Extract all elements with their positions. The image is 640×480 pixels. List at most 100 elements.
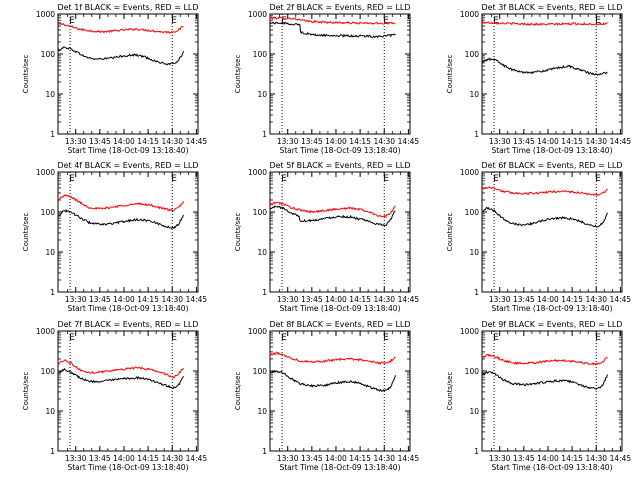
y-tick-label: 1000 xyxy=(36,327,55,336)
event-marker-label: E xyxy=(171,174,177,184)
x-tick-label: 13:30 xyxy=(65,295,87,304)
events-series-line xyxy=(269,21,396,39)
x-axis-label: Start Time (18-Oct-09 13:18:40) xyxy=(279,463,400,472)
x-axis-label: Start Time (18-Oct-09 13:18:40) xyxy=(67,463,188,472)
plot-frame xyxy=(269,171,411,293)
x-axis-label: Start Time (18-Oct-09 13:18:40) xyxy=(491,463,612,472)
events-series-line xyxy=(481,371,608,390)
x-tick-label: 14:45 xyxy=(398,454,420,463)
y-tick-label: 1000 xyxy=(460,10,479,19)
y-tick-label: 10 xyxy=(469,407,479,416)
plot-frame xyxy=(481,171,623,293)
panel-title: Det 1f BLACK = Events, RED = LLD xyxy=(57,3,198,12)
y-tick-label: 1000 xyxy=(248,327,267,336)
panel-2: Det 2f BLACK = Events, RED = LLD 1 10 100 10… xyxy=(234,3,419,155)
y-tick-label: 1 xyxy=(50,130,55,139)
events-series-line xyxy=(57,46,184,66)
plot-frame xyxy=(481,330,623,452)
x-tick-label: 13:30 xyxy=(277,454,299,463)
x-tick-label: 14:45 xyxy=(398,295,420,304)
x-tick-label: 14:00 xyxy=(325,295,347,304)
x-tick-label: 13:30 xyxy=(65,454,87,463)
lld-series-line xyxy=(269,16,396,25)
x-tick-label: 14:15 xyxy=(349,295,371,304)
y-axis-label: Counts/sec xyxy=(446,55,454,94)
x-tick-label: 13:30 xyxy=(489,295,511,304)
event-marker-label: E xyxy=(493,174,499,184)
y-tick-label: 100 xyxy=(253,50,268,59)
event-marker-label: E xyxy=(281,16,287,26)
y-tick-label: 10 xyxy=(469,90,479,99)
x-tick-label: 14:00 xyxy=(113,454,135,463)
panel-title: Det 2f BLACK = Events, RED = LLD xyxy=(269,3,410,12)
events-series-line xyxy=(57,367,184,390)
x-axis-label: Start Time (18-Oct-09 13:18:40) xyxy=(491,304,612,313)
y-tick-label: 1 xyxy=(474,447,479,456)
x-tick-label: 13:45 xyxy=(89,295,111,304)
x-tick-label: 14:15 xyxy=(349,137,371,146)
x-tick-label: 14:15 xyxy=(137,295,159,304)
y-tick-label: 1000 xyxy=(460,168,479,177)
x-tick-label: 14:30 xyxy=(585,295,607,304)
lld-series-line xyxy=(57,22,184,34)
x-tick-label: 14:00 xyxy=(537,295,559,304)
panel-5: Det 5f BLACK = Events, RED = LLD 1 10 100 10… xyxy=(234,161,419,313)
x-tick-label: 14:30 xyxy=(585,137,607,146)
x-tick-label: 14:30 xyxy=(161,137,183,146)
x-tick-label: 14:45 xyxy=(610,454,632,463)
lld-series-line xyxy=(57,194,184,212)
y-tick-label: 1 xyxy=(474,130,479,139)
event-marker-label: E xyxy=(69,174,75,184)
x-tick-label: 13:30 xyxy=(65,137,87,146)
y-tick-label: 100 xyxy=(253,208,268,217)
y-tick-label: 100 xyxy=(253,367,268,376)
event-marker-label: E xyxy=(595,333,601,343)
y-tick-label: 1000 xyxy=(248,10,267,19)
event-marker-label: E xyxy=(171,16,177,26)
x-tick-label: 13:45 xyxy=(513,137,535,146)
events-series-line xyxy=(481,206,608,228)
y-tick-label: 1 xyxy=(262,130,267,139)
event-marker-label: E xyxy=(281,174,287,184)
event-marker-label: E xyxy=(383,174,389,184)
event-marker-label: E xyxy=(493,333,499,343)
x-axis-label: Start Time (18-Oct-09 13:18:40) xyxy=(279,146,400,155)
event-marker-label: E xyxy=(69,333,75,343)
y-axis-label: Counts/sec xyxy=(234,372,242,411)
y-tick-label: 100 xyxy=(465,367,480,376)
x-tick-label: 13:45 xyxy=(513,295,535,304)
events-series-line xyxy=(269,370,396,393)
x-axis-label: Start Time (18-Oct-09 13:18:40) xyxy=(67,304,188,313)
x-axis-label: Start Time (18-Oct-09 13:18:40) xyxy=(279,304,400,313)
plot-frame xyxy=(57,13,199,135)
x-tick-label: 14:00 xyxy=(537,454,559,463)
y-tick-label: 100 xyxy=(41,50,56,59)
panel-6: Det 6f BLACK = Events, RED = LLD 1 10 100 10… xyxy=(446,161,631,313)
y-tick-label: 10 xyxy=(469,248,479,257)
events-series-line xyxy=(269,205,396,227)
y-tick-label: 100 xyxy=(465,208,480,217)
lld-series-line xyxy=(269,201,396,219)
x-tick-label: 14:45 xyxy=(610,295,632,304)
plot-frame xyxy=(57,171,199,293)
panel-title: Det 7f BLACK = Events, RED = LLD xyxy=(57,320,198,329)
x-tick-label: 13:45 xyxy=(89,137,111,146)
panel-3: Det 3f BLACK = Events, RED = LLD 1 10 100 10… xyxy=(446,3,631,155)
panel-1: Det 1f BLACK = Events, RED = LLD 1 10 100 10… xyxy=(22,3,207,155)
y-tick-label: 1 xyxy=(50,447,55,456)
x-tick-label: 14:15 xyxy=(349,454,371,463)
panel-title: Det 9f BLACK = Events, RED = LLD xyxy=(481,320,622,329)
y-axis-label: Counts/sec xyxy=(22,372,30,411)
y-tick-label: 1000 xyxy=(460,327,479,336)
event-marker-label: E xyxy=(69,16,75,26)
y-tick-label: 1 xyxy=(474,288,479,297)
lld-series-line xyxy=(481,186,608,197)
y-axis-label: Counts/sec xyxy=(234,55,242,94)
x-tick-label: 13:30 xyxy=(489,137,511,146)
x-tick-label: 14:45 xyxy=(186,295,208,304)
y-tick-label: 100 xyxy=(465,50,480,59)
x-tick-label: 13:45 xyxy=(301,295,323,304)
y-axis-label: Counts/sec xyxy=(22,55,30,94)
panel-4: Det 4f BLACK = Events, RED = LLD 1 10 100 10… xyxy=(22,161,207,313)
